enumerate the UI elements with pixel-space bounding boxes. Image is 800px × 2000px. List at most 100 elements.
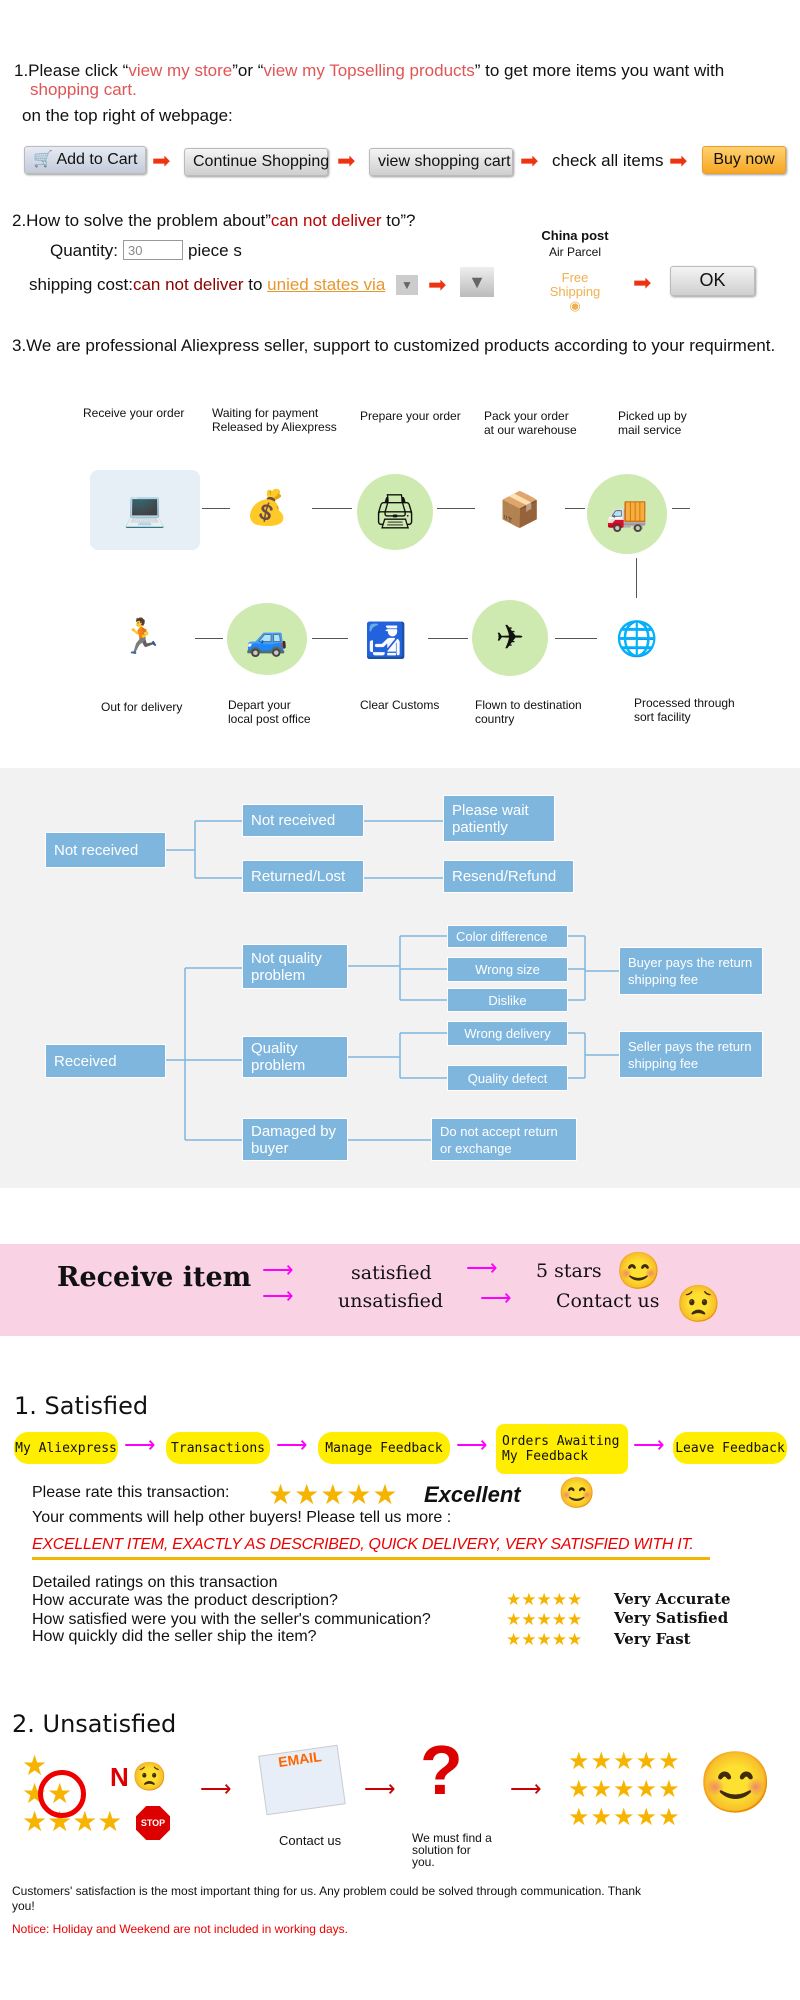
arrow-icon: ⟶ [276, 1432, 308, 1457]
connector [672, 508, 690, 509]
quantity-label: Quantity: [50, 241, 119, 260]
quality-problem-box: Quality problem [242, 1036, 348, 1078]
topselling-link[interactable]: view my Topselling products [263, 61, 475, 80]
shipping-cost: shipping cost:can not deliver to unied s… [29, 275, 386, 294]
carrier-sub: Air Parcel [548, 245, 601, 259]
step-orders-awaiting[interactable]: Orders Awaiting My Feedback [496, 1424, 628, 1474]
rating-stars[interactable]: ★★★★★ [506, 1590, 583, 1609]
arrow-icon: ➡ [520, 148, 539, 173]
rating-stars[interactable]: ★★★★★ [506, 1630, 583, 1649]
free-shipping: Free Shipping ◉ [530, 271, 620, 313]
step-label: Clear Customs [360, 698, 440, 712]
connector [312, 638, 348, 639]
damaged-by-buyer-box: Damaged by buyer [242, 1118, 348, 1161]
five-stars-label: 5 stars [536, 1260, 602, 1282]
quality-defect-box: Quality defect [447, 1065, 568, 1091]
radio-icon[interactable]: ◉ [569, 298, 581, 313]
flowchart-lines [166, 820, 619, 1141]
arrow-icon: ⟶ [510, 1776, 542, 1801]
stop-sign-icon: STOP [136, 1806, 170, 1840]
dropdown-arrow-icon[interactable]: ▼ [460, 267, 494, 297]
arrow-icon: ⟶ [364, 1776, 396, 1801]
connector [565, 508, 585, 509]
arrow-icon: ➡ [152, 148, 171, 173]
seller-pays-box: Seller pays the return shipping fee [619, 1031, 763, 1078]
no-text: N [110, 1762, 129, 1792]
car-icon: 🚙 [227, 603, 307, 675]
receive-item-title: Receive item [57, 1262, 252, 1293]
dropdown-arrow-icon[interactable]: ▼ [396, 275, 418, 295]
cart-icon: 🛒 [33, 151, 53, 168]
carrier-name: China post [541, 228, 609, 243]
arrow-icon: ➡ [428, 272, 447, 297]
arrow-icon: ⟶ [466, 1255, 498, 1280]
instruction-1-sub: on the top right of webpage: [22, 106, 233, 125]
excellent-label: Excellent [424, 1482, 521, 1507]
step-label: Picked up by mail service [618, 409, 687, 437]
satisfaction-note: Customers' satisfaction is the most impo… [12, 1884, 642, 1913]
step-transactions[interactable]: Transactions [166, 1432, 270, 1464]
shopping-cart-link[interactable]: shopping cart. [30, 80, 137, 99]
rating-stars[interactable]: ★★★★★ [506, 1610, 583, 1629]
rate-label: Please rate this transaction: [32, 1484, 230, 1501]
not-quality-problem-box: Not quality problem [242, 944, 348, 989]
arrow-icon: ⟶ [262, 1283, 294, 1308]
unsatisfied-label: unsatisfied [338, 1290, 444, 1312]
contact-us-label: Contact us [279, 1833, 342, 1848]
connector [636, 558, 637, 598]
smiley-icon: 😊 [616, 1250, 661, 1291]
answer: Very Satisfied [614, 1609, 729, 1627]
money-bag-icon: 💰 [245, 489, 289, 527]
arrow-icon: ⟶ [262, 1257, 294, 1282]
five-star-rows-icon: ★★★★★ ★★★★★ ★★★★★ [568, 1748, 681, 1831]
wrong-size-box: Wrong size [447, 957, 568, 982]
comments-prompt: Your comments will help other buyers! Pl… [32, 1509, 452, 1526]
view-store-link[interactable]: view my store [128, 61, 233, 80]
sad-face-icon: 😟 [132, 1761, 167, 1792]
step-leave-feedback[interactable]: Leave Feedback [673, 1432, 787, 1464]
connector [202, 508, 230, 509]
airplane-icon: ✈ [472, 600, 548, 676]
quantity-input[interactable]: 30 [123, 240, 183, 260]
answer: Very Fast [614, 1630, 691, 1648]
receive-item-band [0, 1244, 800, 1336]
received-box: Received [45, 1044, 166, 1078]
review-text[interactable]: EXCELLENT ITEM, EXACTLY AS DESCRIBED, QU… [32, 1536, 710, 1560]
connector [437, 508, 475, 509]
truck-icon: 🚚 [587, 474, 667, 554]
no-sign-icon [38, 1770, 86, 1818]
worried-face-icon: 😟 [676, 1283, 721, 1324]
instruction-3: 3.We are professional Aliexpress seller,… [12, 336, 776, 355]
do-not-accept-box: Do not accept return or exchange [431, 1118, 577, 1161]
satisfied-title: 1. Satisfied [14, 1392, 149, 1420]
question: How satisfied were you with the seller's… [32, 1611, 431, 1628]
printer-icon: 🖨 [357, 474, 433, 550]
ok-button[interactable]: OK [670, 266, 755, 296]
arrow-icon: ➡ [337, 148, 356, 173]
wrong-delivery-box: Wrong delivery [447, 1021, 568, 1046]
view-shopping-cart-button[interactable]: view shopping cart [369, 148, 513, 176]
step-my-aliexpress[interactable]: My Aliexpress [14, 1432, 118, 1464]
add-to-cart-button[interactable]: 🛒 Add to Cart [24, 146, 146, 174]
continue-shopping-button[interactable]: Continue Shopping [184, 148, 329, 176]
smiley-icon: 😊 [558, 1477, 596, 1510]
worker-box-icon: 📦 [498, 491, 542, 529]
buyer-pays-box: Buyer pays the return shipping fee [619, 947, 763, 995]
returned-lost-box: Returned/Lost [242, 860, 364, 893]
dislike-box: Dislike [447, 988, 568, 1012]
step-label: Out for delivery [101, 700, 183, 714]
color-difference-box: Color difference [447, 925, 568, 948]
arrow-icon: ➡ [669, 148, 688, 173]
shipping-method-select[interactable]: unied states via [267, 275, 386, 294]
step-manage-feedback[interactable]: Manage Feedback [318, 1432, 450, 1464]
arrow-icon: ⟶ [633, 1432, 665, 1457]
unsatisfied-title: 2. Unsatisfied [12, 1710, 177, 1738]
holiday-notice: Notice: Holiday and Weekend are not incl… [12, 1922, 348, 1936]
arrow-icon: ⟶ [124, 1432, 156, 1457]
connector [312, 508, 352, 509]
rating-stars[interactable]: ★★★★★ [268, 1479, 399, 1510]
please-wait-box: Please wait patiently [443, 795, 555, 842]
buy-now-button[interactable]: Buy now [702, 146, 786, 174]
smiley-icon: 😊 [698, 1749, 773, 1816]
arrow-icon: ⟶ [200, 1776, 232, 1801]
